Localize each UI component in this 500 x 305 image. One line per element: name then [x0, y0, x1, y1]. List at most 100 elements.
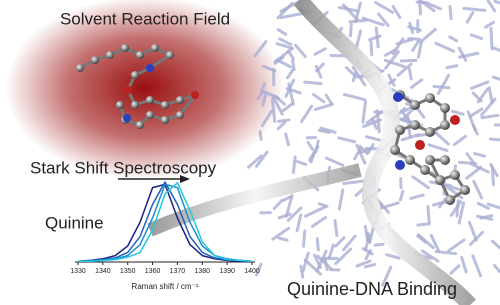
dna-stick — [449, 200, 462, 217]
dna-stick — [470, 80, 490, 90]
reaction-field — [5, 0, 285, 180]
dna-stick — [312, 93, 326, 104]
dna-stick — [490, 239, 500, 250]
atom — [425, 127, 435, 137]
atom — [136, 51, 144, 59]
atom — [123, 114, 131, 122]
dna-stick — [434, 41, 456, 53]
dna-stick — [275, 58, 293, 69]
x-tick-label: 1390 — [219, 268, 235, 275]
dna-stick — [409, 78, 424, 89]
dna-stick — [342, 93, 367, 102]
dna-stick — [348, 18, 368, 24]
dna-stick — [277, 212, 292, 220]
dna-stick — [457, 201, 466, 225]
dna-stick — [342, 179, 366, 186]
atom — [131, 101, 139, 109]
dna-stick — [281, 195, 293, 202]
dna-stick — [407, 25, 423, 32]
atom — [124, 86, 132, 94]
dna-stick — [476, 201, 490, 210]
dna-stick — [493, 0, 500, 5]
dna-stick — [254, 150, 269, 168]
dna-stick — [377, 12, 390, 27]
dna-stick — [260, 109, 273, 128]
dna-stick — [469, 162, 490, 174]
atom — [146, 64, 154, 72]
atom — [425, 93, 435, 103]
dna-stick — [270, 98, 277, 123]
atom — [440, 103, 450, 113]
dna-stick — [276, 118, 291, 123]
x-axis-label: Raman shift / cm⁻¹ — [132, 282, 199, 291]
dna-stick — [318, 128, 331, 134]
dna-stick — [310, 215, 328, 228]
caption: Quinine-DNA Binding — [287, 279, 457, 299]
dna-stick — [465, 152, 475, 164]
dna-stick — [301, 251, 310, 273]
dna-stick — [276, 28, 288, 36]
dna-stick — [315, 249, 328, 273]
dna-stick — [258, 130, 263, 142]
x-tick-label: 1360 — [145, 268, 161, 275]
dna-stick — [317, 202, 329, 208]
dna-backbone — [147, 163, 362, 237]
dna-stick — [349, 22, 353, 38]
dna-stick — [253, 40, 268, 58]
dna-stick — [263, 90, 280, 101]
x-tick-label: 1370 — [170, 268, 186, 275]
atom — [450, 170, 460, 180]
dna-stick — [468, 107, 484, 118]
dna-stick — [315, 237, 320, 252]
dna-stick — [371, 117, 378, 130]
dna-stick — [303, 80, 323, 86]
dna-stick — [471, 254, 483, 278]
dna-stick — [416, 234, 428, 244]
dna-stick — [436, 73, 451, 96]
dna-stick — [354, 29, 363, 50]
dna-stick — [279, 12, 304, 20]
dna-stick — [286, 68, 295, 80]
dna-stick — [402, 105, 414, 113]
dna-stick — [489, 26, 494, 51]
atom — [395, 125, 405, 135]
dna-stick — [303, 205, 327, 218]
molecule-model — [76, 44, 470, 205]
dna-stick — [407, 36, 422, 41]
dna-stick — [395, 38, 414, 46]
dna-stick — [384, 50, 400, 70]
atom — [176, 96, 184, 104]
dna-stick — [411, 175, 430, 190]
dna-stick — [492, 46, 500, 53]
dna-stick — [374, 26, 380, 49]
dna-stick — [351, 65, 367, 87]
dna-stick — [486, 0, 497, 13]
dna-stick — [363, 262, 377, 269]
molecule-label: Quinine — [45, 213, 104, 232]
dna-stick — [490, 165, 495, 187]
dna-stick — [373, 242, 385, 247]
dna-stick — [486, 202, 500, 210]
dna-stick — [458, 51, 480, 59]
dna-stick — [452, 134, 468, 147]
dna-stick — [313, 102, 334, 111]
dna-stick — [324, 93, 334, 106]
dna-stick — [353, 1, 362, 24]
dna-stick — [295, 160, 308, 166]
atom — [91, 56, 99, 64]
x-tick-label: 1380 — [194, 268, 210, 275]
atom — [161, 116, 169, 124]
spectrum-line — [77, 181, 253, 262]
dna-stick — [291, 58, 296, 72]
dna-stick — [300, 104, 314, 124]
dna-stick — [351, 71, 358, 83]
dna-stick — [398, 189, 405, 202]
dna-stick — [484, 20, 495, 29]
dna-stick — [291, 155, 297, 175]
dna-stick — [460, 256, 468, 274]
dna-stick — [294, 43, 307, 59]
atom — [415, 140, 425, 150]
spectrum-line — [78, 182, 253, 262]
atom — [393, 92, 403, 102]
dna-stick — [399, 58, 418, 63]
